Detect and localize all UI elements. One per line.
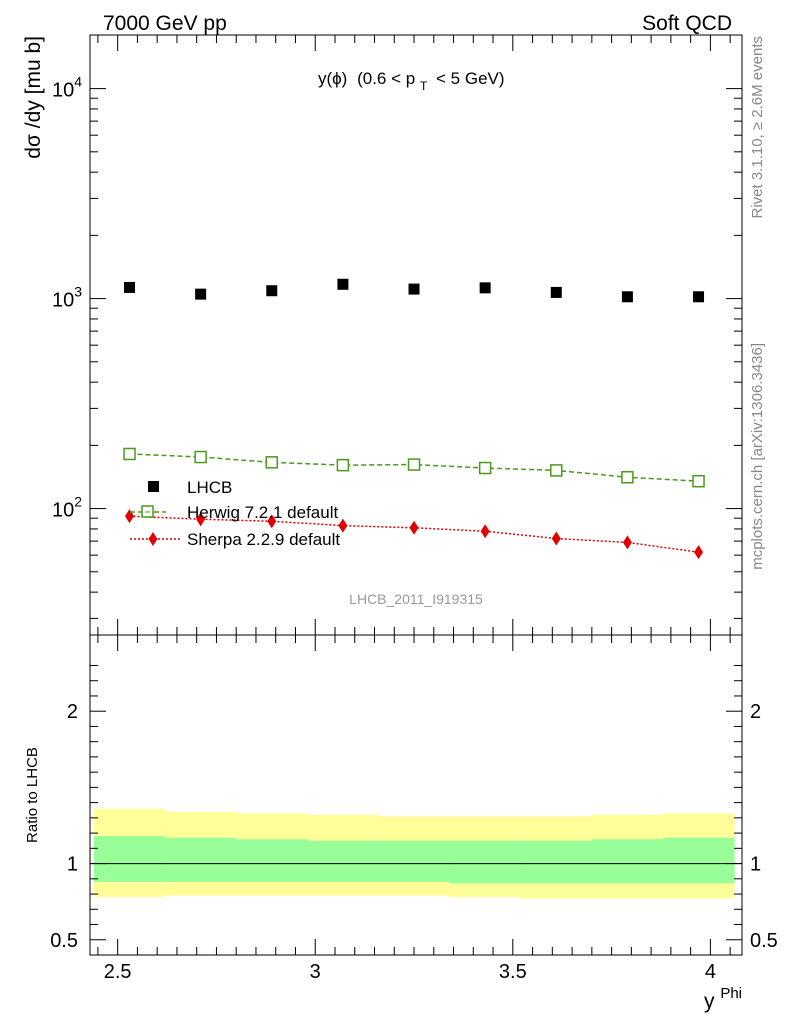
legend: LHCB Herwig 7.2.1 default Sherpa 2.2.9 d… xyxy=(130,478,340,549)
ratio-tick-label-left: 0.5 xyxy=(50,930,78,952)
ratio-band-inner xyxy=(591,839,664,884)
mcplots-label: mcplots.cern.ch [arXiv:1306.3436] xyxy=(749,343,766,570)
herwig-point xyxy=(123,447,136,461)
lhcb-point xyxy=(124,281,136,293)
ratio-band-inner xyxy=(93,836,166,882)
herwig-point xyxy=(550,464,563,477)
herwig-point xyxy=(194,450,207,464)
ratio-plot-frame xyxy=(89,634,743,956)
energy-label: 7000 GeV pp xyxy=(103,12,227,35)
y-tick-label-base: 10 xyxy=(52,80,74,102)
ratio-band-inner xyxy=(165,837,237,882)
ratio-band-inner xyxy=(520,840,593,884)
ratio-bands xyxy=(93,808,735,899)
lhcb-point xyxy=(550,286,562,298)
ratio-tick-label-left: 2 xyxy=(67,701,78,723)
x-tick-label: 2.5 xyxy=(104,961,132,983)
sherpa-point xyxy=(694,545,704,560)
lhcb-point xyxy=(693,291,705,303)
ratio-band-inner xyxy=(378,840,451,882)
sherpa-point xyxy=(267,514,277,529)
y-tick-label: 102 xyxy=(52,494,82,522)
herwig-point xyxy=(265,456,279,469)
herwig-point xyxy=(478,461,492,475)
title-cut: (0.6 < p xyxy=(357,69,415,88)
y-tick-label-exp: 2 xyxy=(74,494,82,510)
axis-ticks xyxy=(90,35,742,955)
lhcb-point xyxy=(479,282,491,294)
lhcb-point xyxy=(266,285,278,297)
lhcb-point xyxy=(337,278,349,290)
y-tick-label-base: 10 xyxy=(52,290,74,312)
y-tick-label: 103 xyxy=(52,284,82,312)
sherpa-point xyxy=(196,512,206,527)
analysis-id-label: LHCB_2011_I919315 xyxy=(349,591,483,607)
rivet-label: Rivet 3.1.10, ≥ 2.6M events xyxy=(749,36,766,219)
herwig-point xyxy=(692,474,705,488)
y-tick-label: 104 xyxy=(52,74,82,102)
ratio-tick-label-left: 1 xyxy=(67,854,78,876)
legend-label-sherpa: Sherpa 2.2.9 default xyxy=(187,530,340,549)
sherpa-point xyxy=(480,524,490,539)
x-tick-label: 3.5 xyxy=(499,961,527,983)
legend-marker-lhcb xyxy=(148,481,159,492)
sherpa-point xyxy=(409,520,419,535)
x-axis-label-base: y xyxy=(704,990,715,1013)
x-tick-label: 4 xyxy=(705,961,716,983)
ratio-tick-label-right: 1 xyxy=(750,854,761,876)
lhcb-point xyxy=(408,283,420,295)
legend-label-lhcb: LHCB xyxy=(187,478,232,497)
y-tick-label-exp: 4 xyxy=(74,74,82,90)
herwig-point xyxy=(621,470,634,484)
ratio-band-inner xyxy=(449,840,522,884)
x-tick-label: 3 xyxy=(310,961,321,983)
data-series xyxy=(123,278,705,560)
ratio-band-inner xyxy=(662,837,735,884)
category-label: Soft QCD xyxy=(642,12,732,35)
sherpa-point xyxy=(622,535,632,550)
herwig-point xyxy=(407,458,421,471)
title-end: < 5 GeV) xyxy=(436,69,505,88)
y-axis-label: dσ /dy [mu b] xyxy=(22,36,45,159)
ratio-tick-label-right: 2 xyxy=(750,701,761,723)
y-tick-label-base: 10 xyxy=(52,500,74,522)
lhcb-point xyxy=(195,288,207,300)
lhcb-point xyxy=(621,291,633,303)
ratio-band-inner xyxy=(307,840,379,882)
x-axis-label: y Phi xyxy=(704,985,742,1013)
title-sub: T xyxy=(420,79,428,93)
legend-label-herwig: Herwig 7.2.1 default xyxy=(187,503,338,522)
ratio-band-inner xyxy=(236,839,308,882)
y-tick-label-exp: 3 xyxy=(74,284,82,300)
herwig-point xyxy=(336,458,350,472)
legend-marker-sherpa xyxy=(148,532,158,546)
ratio-y-axis-label: Ratio to LHCB xyxy=(24,747,41,843)
sherpa-point xyxy=(338,518,348,533)
x-axis-label-sup: Phi xyxy=(720,985,742,1002)
ratio-tick-label-right: 0.5 xyxy=(750,930,778,952)
title-main: y(ϕ) xyxy=(318,69,347,88)
sherpa-point xyxy=(551,531,561,546)
plot-title: y(ϕ) (0.6 < p T < 5 GeV) xyxy=(318,69,505,94)
